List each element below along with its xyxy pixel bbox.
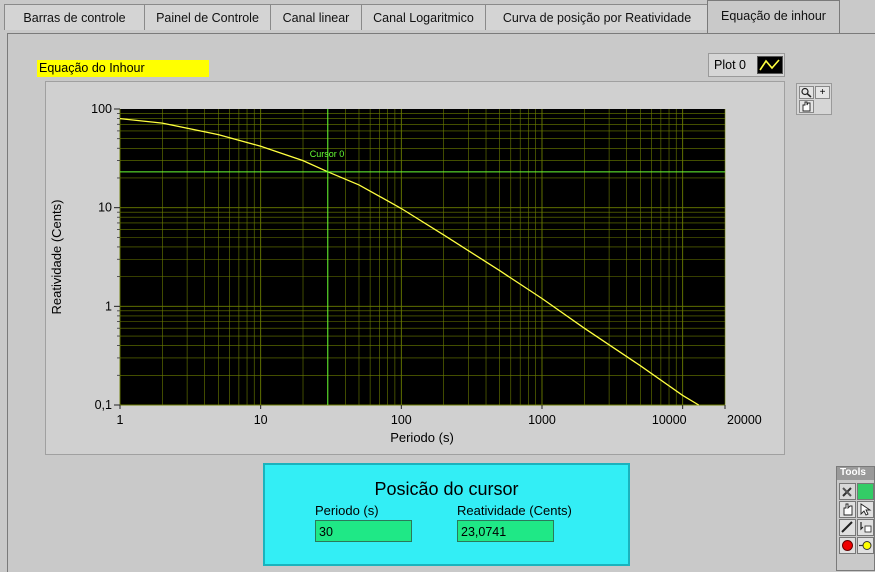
x-tick-label: 20000 [727, 413, 762, 427]
tab-curva-de-posicao[interactable]: Curva de posição por Reatividade [485, 4, 709, 30]
arrow-icon[interactable] [857, 501, 874, 518]
cursor-label: Cursor 0 [310, 149, 345, 159]
tab-bar: Barras de controle Painel de Controle Ca… [0, 0, 875, 34]
operate-hand-icon[interactable] [839, 501, 856, 518]
y-tick-label: 0,1 [95, 398, 112, 412]
tab-painel-de-controle[interactable]: Painel de Controle [144, 4, 271, 30]
reactivity-label: Reatividade (Cents) [457, 503, 572, 518]
y-tick-label: 100 [91, 102, 112, 116]
cursor-panel-title: Posicão do cursor [374, 479, 519, 499]
y-tick-label: 1 [105, 299, 112, 313]
grid-lines [119, 109, 726, 406]
series-layer [119, 117, 700, 406]
x-tick-label: 10 [254, 413, 268, 427]
tab-barras-de-controle[interactable]: Barras de controle [4, 4, 145, 30]
y-axis-ticks: 100 10 1 0,1 [91, 102, 120, 412]
wiring-icon[interactable] [839, 519, 856, 536]
graph-palette: + [796, 83, 832, 115]
legend-plot-name: Plot 0 [714, 58, 746, 72]
tool-green-icon[interactable] [857, 483, 874, 500]
series-line-plot-0 [119, 117, 700, 406]
period-label: Periodo (s) [315, 503, 379, 518]
x-axis-label: Periodo (s) [390, 430, 454, 445]
pan-hand-icon[interactable] [799, 100, 814, 113]
x-axis-ticks: 1 10 100 1000 10000 20000 [117, 405, 762, 427]
zoom-plus-icon[interactable]: + [815, 86, 830, 99]
breakpoint-icon[interactable] [839, 537, 856, 554]
wrench-icon[interactable] [839, 483, 856, 500]
cursor-layer[interactable]: Cursor 0 [120, 109, 725, 405]
period-indicator[interactable]: 30 [315, 520, 412, 542]
x-tick-label: 10000 [652, 413, 687, 427]
y-axis-label: Reatividade (Cents) [49, 200, 64, 315]
tab-canal-linear[interactable]: Canal linear [270, 4, 362, 30]
x-tick-label: 100 [391, 413, 412, 427]
reactivity-indicator[interactable]: 23,0741 [457, 520, 554, 542]
plot-legend[interactable]: Plot 0 [708, 53, 785, 77]
cursor-position-panel: Posicão do cursor Periodo (s) 30 Reativi… [263, 463, 630, 566]
plot-area[interactable] [120, 109, 725, 405]
tools-palette: Tools [836, 466, 875, 571]
text-tool-icon[interactable] [857, 519, 874, 536]
x-tick-label: 1 [117, 413, 124, 427]
tab-equacao-de-inhour[interactable]: Equação de inhour [707, 0, 840, 34]
tools-title: Tools [837, 467, 874, 480]
graph-label: Equação do Inhour [37, 60, 209, 77]
zoom-icon[interactable] [799, 86, 814, 99]
plot-line-icon[interactable] [757, 56, 783, 74]
tab-canal-logaritmico[interactable]: Canal Logaritmico [361, 4, 486, 30]
probe-icon[interactable] [857, 537, 874, 554]
y-tick-label: 10 [98, 201, 112, 215]
x-tick-label: 1000 [528, 413, 556, 427]
